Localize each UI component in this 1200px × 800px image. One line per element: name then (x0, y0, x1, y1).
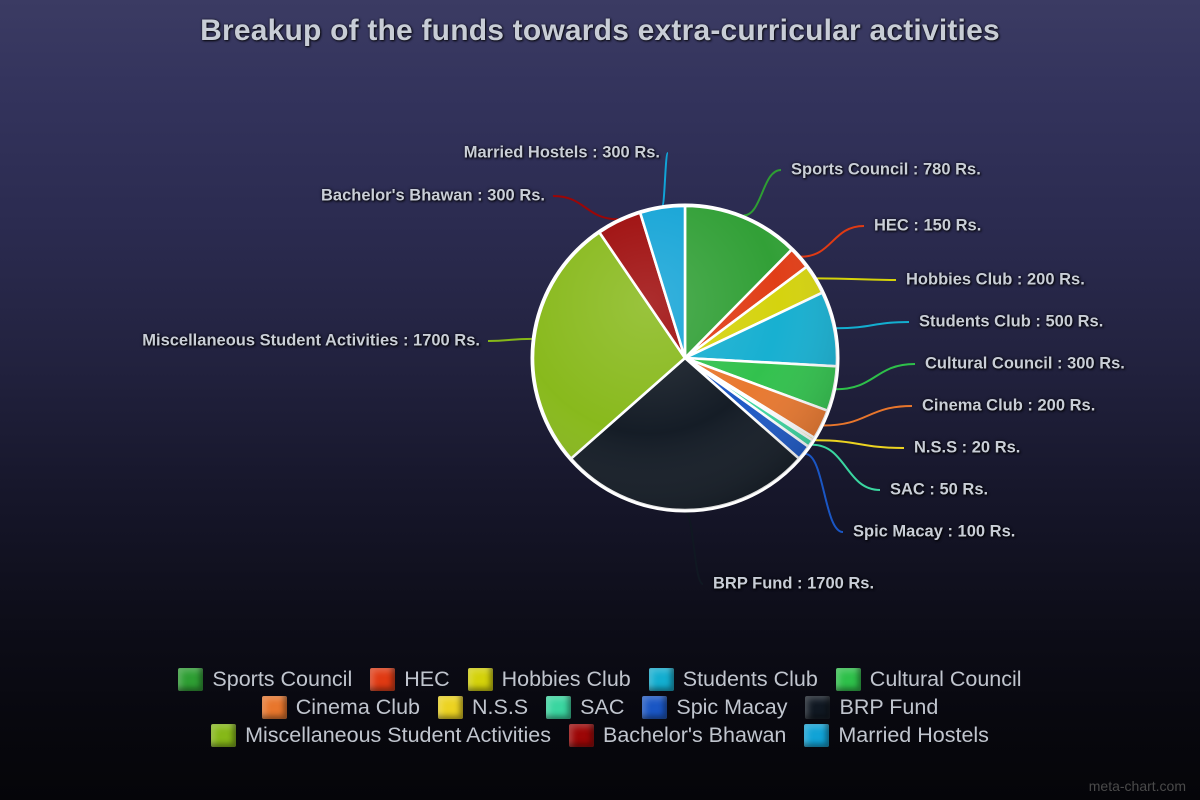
legend-swatch-icon (211, 724, 237, 747)
legend-item[interactable]: HEC (370, 666, 450, 691)
callout-cinema-club: Cinema Club : 200 Rs. (922, 396, 1096, 415)
chart-legend: Sports Council HEC Hobbies Club Students Cl… (0, 668, 1200, 747)
legend-item-label: Married Hostels (838, 722, 989, 747)
callout-sac: SAC : 50 Rs. (890, 480, 989, 499)
legend-item[interactable]: Hobbies Club (467, 666, 631, 691)
leader-line-married-hostels (661, 152, 669, 207)
legend-item-label: Bachelor's Bhawan (603, 722, 787, 747)
callout-married-hostels: Married Hostels : 300 Rs. (463, 143, 660, 162)
legend-swatch-icon (835, 668, 861, 691)
legend-item[interactable]: Students Club (648, 666, 818, 691)
legend-swatch-icon (648, 668, 674, 691)
legend-row: Cinema Club N.S.S SAC Spic Macay BRP Fund (253, 696, 948, 719)
legend-swatch-icon (804, 724, 830, 747)
legend-item-label: N.S.S (471, 694, 529, 719)
legend-swatch-icon (370, 668, 396, 691)
legend-item[interactable]: Miscellaneous Student Activities (211, 724, 551, 747)
callout-spic-macay: Spic Macay : 100 Rs. (853, 522, 1016, 541)
leader-line-miscellaneous-student-activities (487, 337, 533, 342)
callout-hec: HEC : 150 Rs. (874, 216, 982, 235)
page-title: Breakup of the funds towards extra-curri… (200, 14, 1000, 47)
legend-item-label: Cultural Council (869, 666, 1022, 691)
legend-swatch-icon (569, 724, 594, 747)
legend-swatch-icon (261, 696, 287, 719)
callout-bachelors-bhawan: Bachelor's Bhawan : 300 Rs. (320, 186, 545, 205)
legend-row: Sports Council HEC Hobbies Club Students Cl… (169, 668, 1030, 691)
legend-item-label: Sports Council (212, 666, 353, 691)
leader-line-brp-fund (684, 511, 704, 585)
legend-item-label: Miscellaneous Student Activities (245, 722, 551, 747)
leader-line-cultural-council (835, 363, 916, 391)
legend-swatch-icon (178, 668, 204, 691)
legend-item[interactable]: N.S.S (437, 694, 529, 719)
legend-item[interactable]: BRP Fund (805, 696, 938, 719)
legend-item[interactable]: Spic Macay (642, 696, 787, 719)
callout-hobbies-club: Hobbies Club : 200 Rs. (906, 270, 1085, 289)
callout-sports-council: Sports Council : 780 Rs. (791, 160, 981, 179)
legend-item-label: Cinema Club (295, 694, 420, 719)
legend-item-label: SAC (580, 694, 625, 719)
legend-item[interactable]: Bachelor's Bhawan (569, 724, 786, 747)
legend-item-label: BRP Fund (839, 694, 939, 719)
legend-item[interactable]: Sports Council (178, 668, 352, 691)
leader-line-students-club (836, 321, 910, 330)
callout-nss: N.S.S : 20 Rs. (914, 438, 1021, 457)
legend-item-label: Spic Macay (676, 694, 788, 719)
legend-item-label: Students Club (682, 666, 818, 691)
legend-item[interactable]: Cinema Club (261, 694, 420, 719)
pie-outer-rim (530, 203, 840, 513)
callout-brp-fund: BRP Fund : 1700 Rs. (713, 574, 875, 593)
legend-item-label: HEC (404, 666, 450, 691)
legend-swatch-icon (546, 696, 572, 719)
legend-item[interactable]: SAC (546, 696, 624, 719)
callout-miscellaneous-student-activities: Miscellaneous Student Activities : 1700 … (142, 331, 480, 350)
legend-item[interactable]: Cultural Council (835, 666, 1022, 691)
callout-cultural-council: Cultural Council : 300 Rs. (925, 354, 1125, 373)
legend-swatch-icon (437, 696, 463, 719)
legend-swatch-icon (467, 668, 493, 691)
legend-swatch-icon (642, 696, 668, 719)
legend-item-label: Hobbies Club (501, 666, 631, 691)
callout-students-club: Students Club : 500 Rs. (919, 312, 1104, 331)
legend-row: Miscellaneous Student Activities Bachelor… (202, 724, 998, 747)
legend-swatch-icon (805, 696, 831, 719)
legend-item[interactable]: Married Hostels (804, 724, 989, 747)
watermark: meta-chart.com (1088, 778, 1186, 794)
